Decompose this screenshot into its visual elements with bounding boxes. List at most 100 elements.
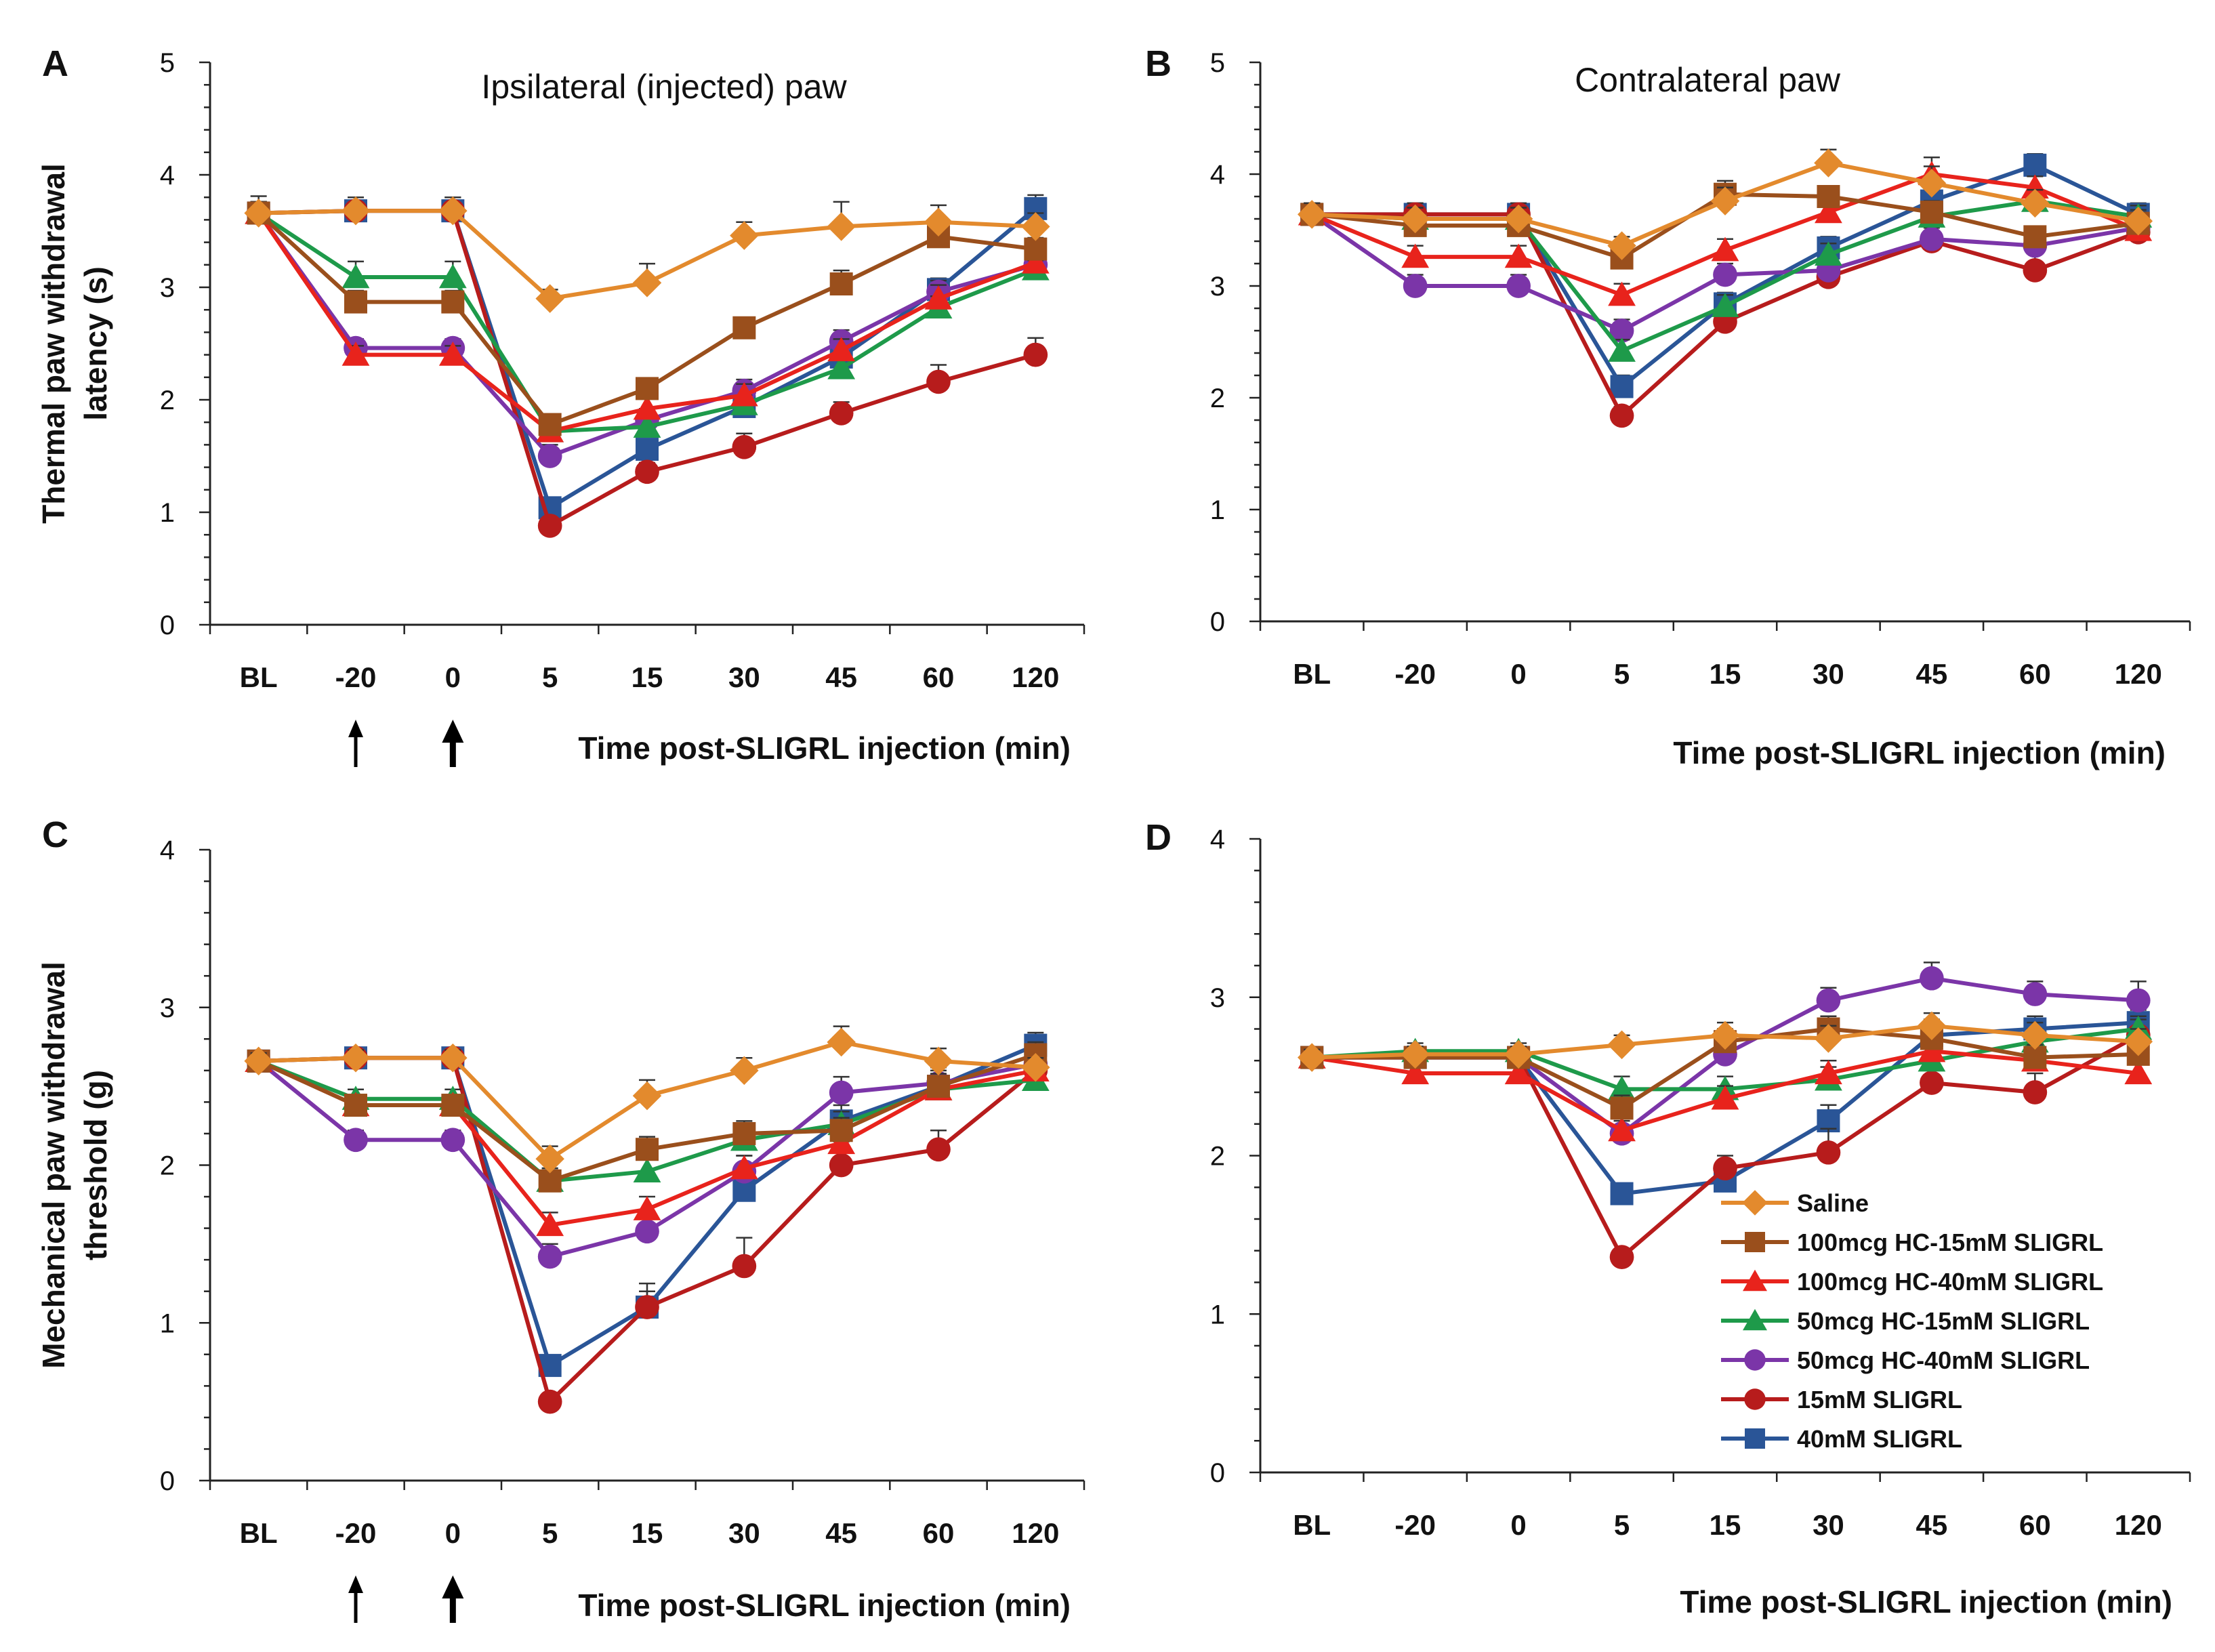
legend-label: 50mcg HC-15mM SLIGRL bbox=[1797, 1307, 2090, 1335]
data-point bbox=[1917, 168, 1947, 198]
data-point bbox=[632, 268, 662, 297]
y-axis-title: threshold (g) bbox=[78, 1070, 113, 1260]
y-tick-label: 0 bbox=[160, 1466, 175, 1496]
series-15mm-sligrl bbox=[246, 196, 1048, 538]
data-point bbox=[440, 1128, 465, 1153]
data-point bbox=[636, 438, 659, 461]
data-point bbox=[344, 1128, 368, 1153]
data-point bbox=[1608, 1117, 1636, 1142]
data-point bbox=[1607, 1030, 1636, 1060]
data-point bbox=[1610, 1182, 1634, 1205]
data-point bbox=[341, 342, 370, 366]
x-tick-label: -20 bbox=[1394, 1509, 1436, 1541]
data-point bbox=[1297, 200, 1327, 229]
x-tick-label: 5 bbox=[542, 1517, 558, 1549]
y-axis-title: latency (s) bbox=[78, 266, 113, 421]
data-point bbox=[1021, 212, 1050, 241]
data-point bbox=[1920, 1071, 1944, 1095]
data-point bbox=[924, 285, 953, 310]
data-point bbox=[1401, 1039, 1430, 1069]
data-point bbox=[1608, 337, 1636, 362]
x-tick-label: 60 bbox=[923, 661, 955, 693]
data-point bbox=[1920, 966, 1944, 991]
data-point bbox=[1710, 1020, 1740, 1050]
data-point bbox=[535, 284, 564, 313]
x-tick-label: 30 bbox=[1813, 1509, 1844, 1541]
data-point bbox=[2124, 207, 2153, 236]
data-point bbox=[537, 1389, 562, 1414]
x-tick-label: 120 bbox=[2115, 658, 2162, 690]
data-point bbox=[1711, 236, 1739, 262]
series-saline bbox=[1297, 1011, 2153, 1072]
data-point bbox=[924, 207, 953, 236]
data-point bbox=[1021, 1052, 1050, 1082]
data-point bbox=[1297, 1043, 1327, 1072]
data-point bbox=[632, 1081, 662, 1111]
data-point bbox=[438, 196, 468, 226]
y-tick-label: 0 bbox=[160, 611, 175, 640]
data-point bbox=[1401, 243, 1430, 268]
x-tick-label: 15 bbox=[632, 1517, 663, 1549]
y-tick-label: 4 bbox=[1210, 825, 1225, 854]
data-point bbox=[537, 514, 562, 538]
data-point bbox=[827, 1027, 856, 1057]
data-point bbox=[2023, 153, 2047, 177]
y-tick-label: 2 bbox=[1210, 384, 1225, 413]
x-axis-title: Time post-SLIGRL injection (min) bbox=[1673, 735, 2166, 770]
x-tick-label: -20 bbox=[335, 1517, 377, 1549]
injection-arrow-head bbox=[442, 720, 464, 743]
y-tick-label: 3 bbox=[1210, 983, 1225, 1013]
data-point bbox=[344, 290, 367, 314]
x-tick-label: 5 bbox=[1614, 1509, 1630, 1541]
data-point bbox=[2023, 258, 2048, 283]
injection-arrow-head bbox=[442, 1575, 464, 1598]
x-tick-label: 15 bbox=[1710, 658, 1741, 690]
data-point bbox=[1504, 1060, 1533, 1085]
data-point bbox=[827, 212, 856, 241]
data-point bbox=[2023, 1080, 2048, 1104]
data-point bbox=[2021, 188, 2050, 218]
y-tick-label: 2 bbox=[1210, 1142, 1225, 1172]
series-saline bbox=[244, 1025, 1050, 1174]
x-axis-title: Time post-SLIGRL injection (min) bbox=[578, 1588, 1071, 1623]
panel-letter: D bbox=[1145, 817, 1172, 858]
x-tick-label: 30 bbox=[728, 661, 760, 693]
y-tick-label: 0 bbox=[1210, 607, 1225, 637]
legend-swatch-marker bbox=[1745, 1428, 1765, 1449]
data-point bbox=[341, 1043, 371, 1073]
data-point bbox=[538, 1169, 562, 1193]
series-100mcg-hc-40mm-sligrl bbox=[245, 199, 1050, 442]
data-point bbox=[2023, 225, 2047, 249]
data-point bbox=[438, 342, 467, 366]
data-point bbox=[732, 1254, 757, 1279]
data-point bbox=[2023, 982, 2048, 1006]
x-tick-label: 60 bbox=[923, 1517, 955, 1549]
legend-swatch-marker bbox=[1744, 1388, 1766, 1410]
data-point bbox=[829, 272, 853, 296]
data-point bbox=[926, 369, 951, 394]
series-line bbox=[1312, 1033, 2140, 1260]
y-tick-label: 3 bbox=[160, 993, 175, 1023]
data-point bbox=[827, 337, 856, 362]
data-point bbox=[537, 1244, 562, 1269]
data-point bbox=[537, 444, 562, 468]
x-tick-label: 120 bbox=[1012, 661, 1059, 693]
data-point bbox=[2023, 1046, 2047, 1069]
x-axis-title: Time post-SLIGRL injection (min) bbox=[1680, 1584, 2172, 1619]
x-tick-label: 5 bbox=[1614, 658, 1630, 690]
y-axis-title: Mechanical paw withdrawal bbox=[36, 962, 71, 1369]
x-tick-label: BL bbox=[1293, 1509, 1331, 1541]
y-tick-label: 5 bbox=[160, 48, 175, 78]
y-axis-title: Thermal paw withdrawal bbox=[36, 163, 71, 524]
legend-label: Saline bbox=[1797, 1189, 1869, 1217]
panel-c: C 0 1 2 3 4 BL -20 0 5 15 30 45 60 120 Time post-SLIGRL… bbox=[36, 814, 1085, 1623]
data-point bbox=[1403, 274, 1428, 298]
series-saline bbox=[1297, 148, 2153, 260]
data-point bbox=[927, 1075, 950, 1098]
x-tick-label: 45 bbox=[825, 661, 857, 693]
data-point bbox=[926, 1137, 951, 1162]
legend-swatch-marker bbox=[1742, 1190, 1768, 1216]
injection-arrow-head bbox=[348, 720, 363, 737]
data-point bbox=[730, 381, 758, 407]
y-tick-label: 4 bbox=[1210, 160, 1225, 190]
